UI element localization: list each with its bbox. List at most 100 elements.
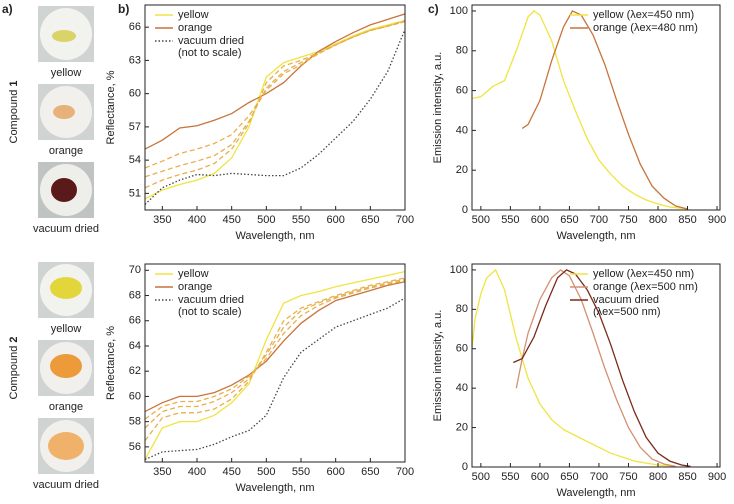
panel-label: c) [428,2,439,16]
y-tick-label: 60 [456,84,468,96]
series-line [513,269,691,467]
y-tick-label: 0 [462,204,468,216]
legend-label: orange (λex=480 nm) [593,22,698,34]
x-tick-label: 500 [257,214,275,226]
chart: 500 550 600 650 700 750 800 850 900 0 20 40 60 80 100 W… [432,4,726,242]
x-tick-label: 400 [188,214,206,226]
photo-label: yellow [51,67,82,79]
y-tick-label: 60 [456,343,468,355]
y-tick-label: 0 [462,461,468,473]
x-tick-label: 900 [708,214,726,226]
legend-label: vacuum dried (λex=500 nm) [593,294,661,318]
plot-area [472,10,688,210]
legend-label: vacuum dried (not to scale) [178,294,244,318]
x-tick-label: 700 [396,214,414,226]
y-tick-label: 63 [129,54,141,66]
plot-area [472,268,691,467]
y-tick-label: 70 [129,264,141,276]
y-tick-label: 64 [129,340,141,352]
y-tick-label: 100 [450,5,468,17]
photo-sample [50,277,82,299]
y-tick-label: 100 [450,264,468,276]
x-axis-label: Wavelength, nm [556,230,635,242]
y-tick-label: 20 [456,421,468,433]
y-tick-label: 62 [129,365,141,377]
y-axis-label: Emission intensity, a.u. [432,310,444,422]
y-axis-label: Emission intensity, a.u. [432,52,444,164]
photo-sample [53,105,75,119]
plot-frame [144,263,406,463]
y-tick-label: 60 [129,390,141,402]
x-tick-label: 800 [649,214,667,226]
panel-label: a) [2,2,13,16]
photo-sample [50,354,82,378]
x-tick-label: 400 [188,466,206,478]
photo-sample [52,30,76,42]
y-axis-label: Reflectance, % [105,326,117,400]
y-tick-label: 40 [456,124,468,136]
y-tick-label: 68 [129,289,141,301]
x-tick-label: 700 [590,471,608,483]
chart: 350 400 450 500 550 600 650 700 51 54 57 60 63 66 Wave… [105,4,414,242]
x-tick-label: 350 [153,466,171,478]
compound-label: Compound 1 [8,80,20,143]
plot-area [145,13,405,205]
x-tick-label: 600 [326,466,344,478]
x-tick-label: 750 [619,214,637,226]
y-tick-label: 60 [129,88,141,100]
x-tick-label: 450 [222,466,240,478]
legend-label: orange (λex=500 nm) [593,281,698,293]
y-tick-label: 54 [129,154,141,166]
x-tick-label: 650 [560,471,578,483]
chart: 350 400 450 500 550 600 650 700 56 58 60 62 64 66 68 70… [105,263,414,494]
legend-label: orange [178,281,212,293]
series-line [472,268,676,467]
series-line [515,269,676,467]
legend-label: yellow [178,9,209,21]
plot-frame [144,4,406,211]
photos [38,6,94,474]
series-line [145,279,405,420]
series-line [472,10,688,210]
y-axis-label: Reflectance, % [105,70,117,144]
x-tick-label: 600 [326,214,344,226]
y-tick-label: 57 [129,121,141,133]
y-tick-label: 20 [456,164,468,176]
x-tick-label: 650 [361,214,379,226]
series-line [145,13,405,150]
photo-sample [48,432,84,460]
x-tick-label: 500 [472,214,490,226]
y-tick-label: 58 [129,416,141,428]
x-tick-label: 500 [472,471,490,483]
x-tick-label: 750 [619,471,637,483]
plot-area [145,270,405,461]
x-tick-label: 700 [396,466,414,478]
x-axis-label: Wavelength, nm [235,230,314,242]
series-line [145,281,405,413]
x-tick-label: 450 [222,214,240,226]
chart: 500 550 600 650 700 750 800 850 900 0 20 40 60 80 100 W… [432,263,726,499]
x-tick-label: 550 [501,214,519,226]
y-tick-label: 66 [129,315,141,327]
x-tick-label: 900 [708,471,726,483]
legend-label: yellow (λex=450 nm) [593,268,694,280]
photo-label: orange [49,145,83,157]
compound-text: Compound [8,90,20,144]
y-tick-label: 56 [129,441,141,453]
compound-text: Compound [8,346,20,400]
series-line [145,278,405,429]
series-line [145,277,405,441]
plot-frame [471,4,721,211]
x-tick-label: 600 [531,471,549,483]
series-line [145,19,405,200]
photo-label: vacuum dried [33,223,99,235]
x-tick-label: 800 [649,471,667,483]
series-line [145,270,405,460]
photo-label: orange [49,401,83,413]
plot-frame [471,263,721,468]
x-tick-label: 550 [292,214,310,226]
photo-label: yellow [51,323,82,335]
x-tick-label: 700 [590,214,608,226]
x-tick-label: 550 [292,466,310,478]
